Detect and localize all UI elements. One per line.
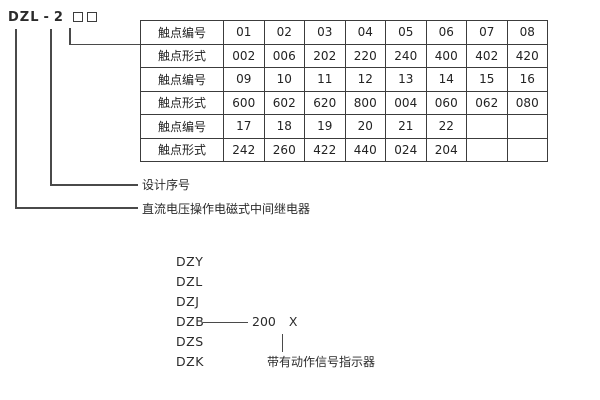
table-row: 触点编号 17 18 19 20 21 22 [140, 114, 548, 139]
dzb-suffix-number: 200 [252, 314, 276, 329]
model-prefix-item: DZJ [176, 294, 200, 309]
contact-code-table: 触点编号 01 02 03 04 05 06 07 08 触点形式 002 006 202 220 240 4… [140, 20, 548, 162]
table-cell: 10 [263, 67, 305, 92]
table-cell: 22 [425, 114, 467, 139]
dzb-connector-line [203, 321, 248, 323]
table-cell [466, 137, 508, 162]
table-cell: 800 [344, 90, 386, 115]
table-cell: 19 [304, 114, 346, 139]
table-cell: 13 [385, 67, 427, 92]
table-cell: 260 [263, 137, 305, 162]
row-header-cell: 触点编号 [140, 20, 224, 45]
table-row: 触点形式 600 602 620 800 004 060 062 080 [140, 90, 548, 115]
table-cell: 202 [304, 43, 346, 68]
table-row: 触点编号 09 10 11 12 13 14 15 16 [140, 67, 548, 92]
table-cell: 17 [223, 114, 265, 139]
table-cell: 422 [304, 137, 346, 162]
dzb-suffix-variable: X [288, 314, 298, 329]
model-designation: DZL - 2 [8, 8, 97, 26]
contact-code-callout-line-horizontal [69, 43, 140, 45]
row-header-cell: 触点形式 [140, 90, 224, 115]
indicator-note-label: 带有动作信号指示器 [267, 355, 376, 369]
table-cell: 16 [506, 67, 548, 92]
table-cell [506, 114, 548, 139]
table-cell: 240 [385, 43, 427, 68]
model-prefix-item: DZS [176, 334, 204, 349]
table-cell: 220 [344, 43, 386, 68]
table-cell: 080 [506, 90, 548, 115]
model-separator: - [43, 9, 50, 25]
table-cell: 05 [385, 20, 427, 45]
model-prefix: DZL [8, 9, 40, 25]
row-header-cell: 触点形式 [140, 137, 224, 162]
table-cell: 02 [263, 20, 305, 45]
model-prefix-item: DZL [176, 274, 203, 289]
contact-code-callout-line-vertical [69, 28, 71, 45]
relay-type-callout-line-horizontal [15, 207, 138, 209]
table-row: 触点形式 002 006 202 220 240 400 402 420 [140, 43, 548, 68]
table-cell: 602 [263, 90, 305, 115]
design-serial-callout-line-horizontal [50, 184, 138, 186]
model-prefix-item: DZK [176, 354, 204, 369]
table-cell: 006 [263, 43, 305, 68]
table-cell: 21 [385, 114, 427, 139]
table-cell [506, 137, 548, 162]
row-header-cell: 触点编号 [140, 67, 224, 92]
table-row: 触点编号 01 02 03 04 05 06 07 08 [140, 20, 548, 45]
placeholder-box-icon [86, 12, 97, 22]
table-cell: 12 [344, 67, 386, 92]
table-cell: 062 [466, 90, 508, 115]
table-cell: 004 [385, 90, 427, 115]
model-prefix-item: DZY [176, 254, 204, 269]
table-cell: 242 [223, 137, 265, 162]
table-cell: 204 [425, 137, 467, 162]
variable-callout-line [281, 334, 283, 352]
table-cell: 01 [223, 20, 265, 45]
design-serial-label: 设计序号 [142, 178, 191, 192]
table-cell: 15 [466, 67, 508, 92]
table-cell: 18 [263, 114, 305, 139]
table-cell: 07 [466, 20, 508, 45]
table-cell: 400 [425, 43, 467, 68]
table-cell: 060 [425, 90, 467, 115]
table-cell: 002 [223, 43, 265, 68]
relay-type-label: 直流电压操作电磁式中间继电器 [142, 202, 311, 216]
table-cell: 620 [304, 90, 346, 115]
dzb-suffix: 200 X [252, 314, 297, 330]
contact-table-body: 触点编号 01 02 03 04 05 06 07 08 触点形式 002 006 202 220 240 4… [140, 20, 548, 162]
table-row: 触点形式 242 260 422 440 024 204 [140, 137, 548, 162]
table-cell: 11 [304, 67, 346, 92]
table-cell: 600 [223, 90, 265, 115]
table-cell: 06 [425, 20, 467, 45]
table-cell: 14 [425, 67, 467, 92]
table-cell: 024 [385, 137, 427, 162]
table-cell: 03 [304, 20, 346, 45]
table-cell: 440 [344, 137, 386, 162]
table-cell [466, 114, 508, 139]
row-header-cell: 触点形式 [140, 43, 224, 68]
row-header-cell: 触点编号 [140, 114, 224, 139]
design-serial-callout-line-vertical [50, 29, 52, 185]
table-cell: 402 [466, 43, 508, 68]
model-prefix-list: DZY DZL DZJ DZB DZS DZK [176, 252, 204, 372]
table-cell: 04 [344, 20, 386, 45]
table-cell: 09 [223, 67, 265, 92]
table-cell: 20 [344, 114, 386, 139]
model-series-number: 2 [53, 9, 64, 25]
relay-type-callout-line-vertical [15, 29, 17, 208]
table-cell: 420 [506, 43, 548, 68]
table-cell: 08 [506, 20, 548, 45]
placeholder-box-icon [72, 12, 83, 22]
model-prefix-item: DZB [176, 314, 205, 329]
